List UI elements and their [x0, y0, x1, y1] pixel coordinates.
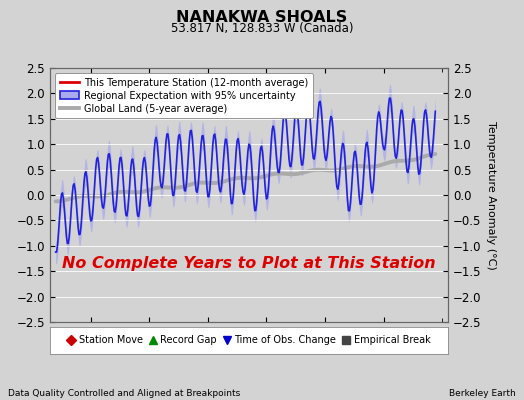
Y-axis label: Temperature Anomaly (°C): Temperature Anomaly (°C): [486, 121, 496, 269]
Text: 53.817 N, 128.833 W (Canada): 53.817 N, 128.833 W (Canada): [171, 22, 353, 35]
Text: NANAKWA SHOALS: NANAKWA SHOALS: [177, 10, 347, 25]
Legend: This Temperature Station (12-month average), Regional Expectation with 95% uncer: This Temperature Station (12-month avera…: [54, 73, 313, 118]
Text: Berkeley Earth: Berkeley Earth: [450, 389, 516, 398]
Text: No Complete Years to Plot at This Station: No Complete Years to Plot at This Statio…: [62, 256, 436, 271]
Legend: Station Move, Record Gap, Time of Obs. Change, Empirical Break: Station Move, Record Gap, Time of Obs. C…: [66, 334, 432, 347]
Text: Data Quality Controlled and Aligned at Breakpoints: Data Quality Controlled and Aligned at B…: [8, 389, 240, 398]
